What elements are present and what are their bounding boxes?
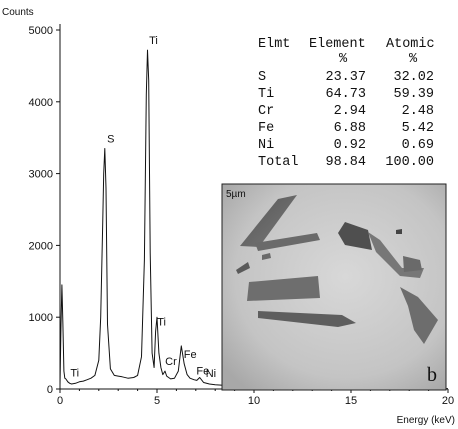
flake-particle <box>400 287 438 344</box>
table-unit-element: % <box>339 52 348 67</box>
x-tick-label: 10 <box>248 395 260 407</box>
peak-label: Ti <box>70 368 79 380</box>
table-cell: 98.84 <box>325 155 366 170</box>
y-tick-label: 0 <box>47 384 53 396</box>
peak-label: Fe <box>196 365 209 377</box>
flake-particle <box>368 232 424 278</box>
y-tick-label: 4000 <box>29 97 53 109</box>
x-tick-label: 15 <box>345 395 357 407</box>
table-cell: S <box>258 70 266 85</box>
table-cell: 23.37 <box>325 70 366 85</box>
table-cell: 64.73 <box>325 87 366 102</box>
table-cell: 0.92 <box>334 138 366 153</box>
table-cell: Ti <box>258 87 274 102</box>
y-tick-label: 3000 <box>29 169 53 181</box>
composition-table: Elmt Element Atomic % % S 23.37 32.02 Ti 64.… <box>235 26 453 178</box>
table-cell: 5.42 <box>402 121 434 136</box>
flake-particle <box>240 195 297 247</box>
table-cell: Cr <box>258 104 274 119</box>
flake-particle <box>236 262 250 274</box>
panel-label: b <box>427 364 437 386</box>
y-tick-label: 1000 <box>29 312 53 324</box>
table-cell: Ni <box>258 138 274 153</box>
table-cell: 32.02 <box>393 70 434 85</box>
flake-particle <box>258 311 356 327</box>
peak-label: Ti <box>149 35 158 47</box>
sem-micrograph-inset: 5µm b <box>221 183 447 391</box>
flake-particle <box>247 276 320 301</box>
table-unit-atomic: % <box>409 52 418 67</box>
table-cell: 2.48 <box>402 104 434 119</box>
y-axis-title: Counts <box>2 7 34 18</box>
table-background <box>235 26 453 178</box>
x-tick-label: 5 <box>154 395 160 407</box>
peak-label: Ni <box>206 368 216 380</box>
table-cell: 59.39 <box>393 87 434 102</box>
table-cell: 0.69 <box>402 138 434 153</box>
flake-particle <box>255 233 320 251</box>
flake-particle <box>338 222 372 250</box>
table-rows: S 23.37 32.02 Ti 64.73 59.39 Cr 2.94 2.48 Fe 6.88 5… <box>258 70 434 170</box>
table-cell: 100.00 <box>385 155 434 170</box>
table-cell: 6.88 <box>334 121 366 136</box>
table-cell: Fe <box>258 121 274 136</box>
y-tick-label: 2000 <box>29 240 53 252</box>
peak-label: Fe <box>184 349 197 361</box>
y-tick-label: 5000 <box>29 25 53 37</box>
flake-particle <box>403 256 422 272</box>
peak-label: Ti <box>157 317 166 329</box>
x-axis-title: Energy (keV) <box>397 415 455 426</box>
peak-label: S <box>107 133 114 145</box>
table-header-elmt: Elmt <box>258 37 290 52</box>
flake-particle <box>262 253 271 260</box>
flake-particle <box>396 229 402 234</box>
table-header-atomic: Atomic <box>386 37 435 52</box>
table-cell: 2.94 <box>334 104 366 119</box>
scale-bar-label: 5µm <box>226 189 246 200</box>
x-tick-label: 20 <box>442 395 454 407</box>
peak-label: Cr <box>165 356 177 368</box>
table-header-element: Element <box>309 37 366 52</box>
table-cell: Total <box>258 155 299 170</box>
x-tick-label: 0 <box>57 395 63 407</box>
